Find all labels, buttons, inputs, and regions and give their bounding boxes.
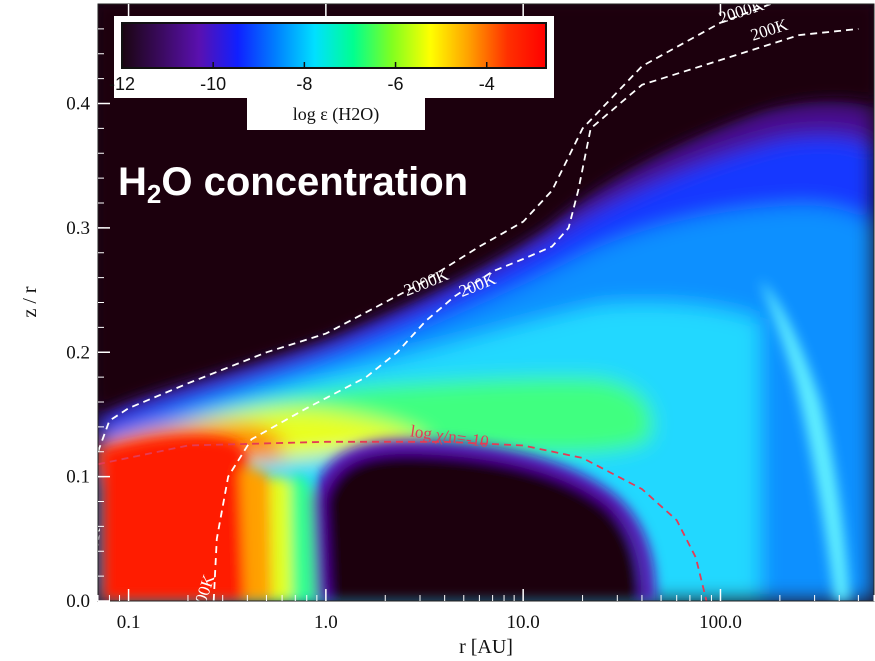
colorbar-label: log ε (H2O) — [293, 104, 380, 125]
colorbar-tick-label: -10 — [200, 74, 226, 94]
colorbar-label-background — [247, 96, 425, 130]
contour-lines — [98, 4, 859, 601]
x-tick-label: 100.0 — [699, 612, 742, 633]
colorbar: -12 -10 -8 -6 -4 log ε (H2O) — [109, 16, 554, 130]
x-axis-label: r [AU] — [459, 636, 513, 658]
overlay-title-pre: H — [118, 160, 147, 204]
colorbar-gradient — [121, 22, 547, 69]
x-axis-ticks: 0.1 1.0 10.0 100.0 — [97, 4, 875, 633]
contour-line — [212, 28, 859, 601]
y-tick-label: 0.1 — [66, 467, 90, 488]
contour-line — [98, 4, 772, 453]
overlay-title-subscript: 2 — [146, 179, 162, 209]
y-tick-label: 0.4 — [66, 94, 90, 115]
y-tick-label: 0.0 — [66, 591, 90, 612]
y-axis-label: z / r — [19, 286, 41, 317]
chart-overlay-title: H2O concentration — [118, 160, 468, 210]
x-tick-label: 0.1 — [117, 612, 141, 633]
heatmap-region-dark-cavity — [320, 451, 640, 601]
overlay-title-post: O concentration — [161, 160, 469, 204]
y-tick-label: 0.2 — [66, 342, 90, 363]
heatmap-region-cavity-rim-violet — [310, 439, 656, 601]
y-tick-label: 0.3 — [66, 218, 90, 239]
heatmap-region-inner-green — [290, 474, 315, 601]
heatmap-layers — [98, 4, 874, 601]
x-tick-label: 1.0 — [314, 612, 338, 633]
colorbar-tick-label: -6 — [388, 74, 404, 94]
colorbar-tick-label: -12 — [109, 74, 135, 94]
contour-line — [98, 440, 708, 601]
heatmap-region-red-core — [102, 435, 255, 601]
x-tick-label: 10.0 — [507, 612, 540, 633]
colorbar-tick-label: -8 — [296, 74, 312, 94]
y-axis-ticks: 0.0 0.1 0.2 0.3 0.4 — [66, 28, 110, 612]
colorbar-tick-label: -4 — [479, 74, 495, 94]
heatmap-region-right-cyan-streak — [760, 280, 850, 601]
colorbar-ticks: -12 -10 -8 -6 -4 — [109, 62, 495, 94]
